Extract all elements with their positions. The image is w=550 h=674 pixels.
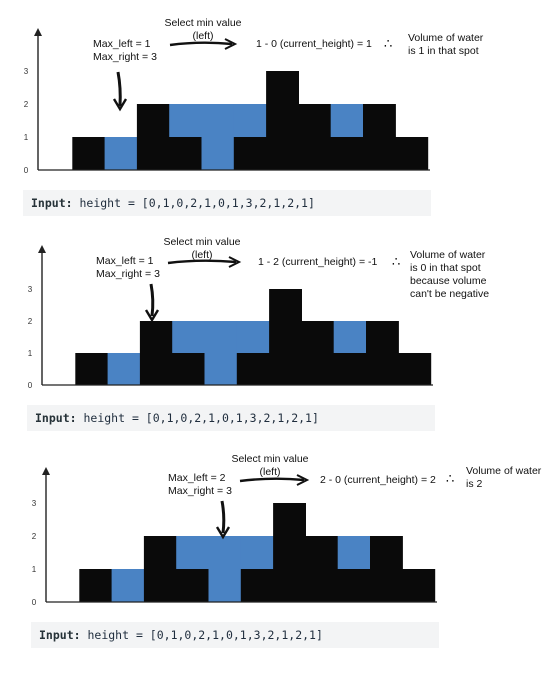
max-values: Max_left = 1 Max_right = 3	[93, 38, 157, 63]
bar-7	[273, 503, 306, 602]
result-text: Volume of water is 2	[466, 465, 542, 490]
water-4	[176, 536, 210, 569]
input-code-box: Input: height = [0,1,0,2,1,0,1,3,2,1,2,1…	[23, 190, 431, 216]
panel-1: 0 1 2 3 Select min value (left) Max_left = …	[0, 0, 550, 220]
y-tick-label: 2	[24, 100, 29, 109]
bar-10	[370, 536, 403, 602]
water-9	[337, 536, 371, 569]
water-9	[330, 104, 364, 137]
select-min-label: Select min value (left)	[231, 453, 309, 478]
bar-11	[402, 569, 436, 602]
therefore-symbol: ∴	[446, 471, 455, 486]
max-values: Max_left = 2 Max_right = 3	[168, 472, 232, 497]
y-axis-arrow-icon	[34, 28, 42, 36]
y-tick-label: 3	[24, 67, 29, 76]
bar-11	[398, 353, 432, 385]
bar-4	[169, 137, 203, 170]
arrow-down-icon	[144, 283, 160, 323]
result-text: Volume of water is 0 in that spot becaus…	[410, 249, 490, 300]
equation: 1 - 0 (current_height) = 1	[256, 38, 372, 50]
bar-9	[330, 137, 364, 170]
bar-9	[333, 353, 367, 385]
water-6	[240, 536, 274, 569]
bar-8	[301, 321, 335, 385]
select-min-label: Select min value (left)	[164, 17, 242, 42]
therefore-symbol: ∴	[392, 254, 401, 269]
water-5	[201, 104, 235, 170]
water-4	[172, 321, 206, 353]
y-tick-label: 3	[32, 499, 37, 508]
bar-1	[79, 569, 113, 602]
water-2	[111, 569, 145, 602]
bar-7	[266, 71, 299, 170]
bar-7	[269, 289, 302, 385]
y-tick-label: 1	[28, 349, 33, 358]
elevation-chart-2: 0 1 2 3	[28, 245, 433, 390]
y-tick-label: 1	[32, 565, 37, 574]
bar-3	[136, 104, 170, 170]
result-text: Volume of water is 1 in that spot	[408, 32, 484, 57]
water-5	[208, 536, 242, 602]
y-tick-label: 0	[32, 598, 37, 607]
water-6	[233, 104, 267, 137]
bar-8	[305, 536, 339, 602]
input-code-box: Input: height = [0,1,0,2,1,0,1,3,2,1,2,1…	[31, 622, 439, 648]
water-4	[169, 104, 203, 137]
water-6	[236, 321, 270, 353]
bar-6	[240, 569, 274, 602]
y-tick-label: 2	[28, 317, 33, 326]
water-5	[204, 321, 238, 385]
bar-1	[72, 137, 106, 170]
y-tick-label: 1	[24, 133, 29, 142]
bar-8	[298, 104, 332, 170]
select-min-label: Select min value (left)	[163, 236, 241, 261]
elevation-chart-1: 0 1 2 3	[24, 28, 430, 175]
bar-6	[236, 353, 270, 385]
bar-3	[143, 536, 177, 602]
bar-10	[363, 104, 396, 170]
y-tick-label: 0	[24, 166, 29, 175]
water-9	[333, 321, 367, 353]
bar-9	[337, 569, 371, 602]
y-axis-arrow-icon	[38, 245, 46, 253]
bar-3	[139, 321, 173, 385]
panel-2: 0 1 2 3 Select min value (left) Max_left = …	[27, 236, 490, 431]
y-axis-arrow-icon	[42, 467, 50, 475]
bar-11	[395, 137, 429, 170]
input-code-box: Input: height = [0,1,0,2,1,0,1,3,2,1,2,1…	[27, 405, 435, 431]
bar-6	[233, 137, 267, 170]
therefore-symbol: ∴	[384, 36, 393, 51]
arrow-right-icon	[167, 256, 242, 268]
bar-1	[75, 353, 109, 385]
equation: 1 - 2 (current_height) = -1	[258, 256, 378, 268]
bar-4	[176, 569, 210, 602]
water-2	[107, 353, 141, 385]
max-values: Max_left = 1 Max_right = 3	[96, 255, 160, 280]
y-tick-label: 0	[28, 381, 33, 390]
equation: 2 - 0 (current_height) = 2	[320, 474, 436, 486]
water-2	[104, 137, 138, 170]
bar-4	[172, 353, 206, 385]
arrow-down-icon	[112, 71, 128, 112]
y-tick-label: 2	[32, 532, 37, 541]
y-tick-label: 3	[28, 285, 33, 294]
arrow-right-icon	[169, 38, 238, 50]
bar-10	[366, 321, 399, 385]
